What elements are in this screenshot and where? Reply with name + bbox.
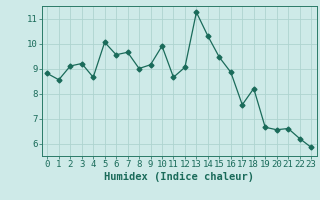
X-axis label: Humidex (Indice chaleur): Humidex (Indice chaleur) (104, 172, 254, 182)
